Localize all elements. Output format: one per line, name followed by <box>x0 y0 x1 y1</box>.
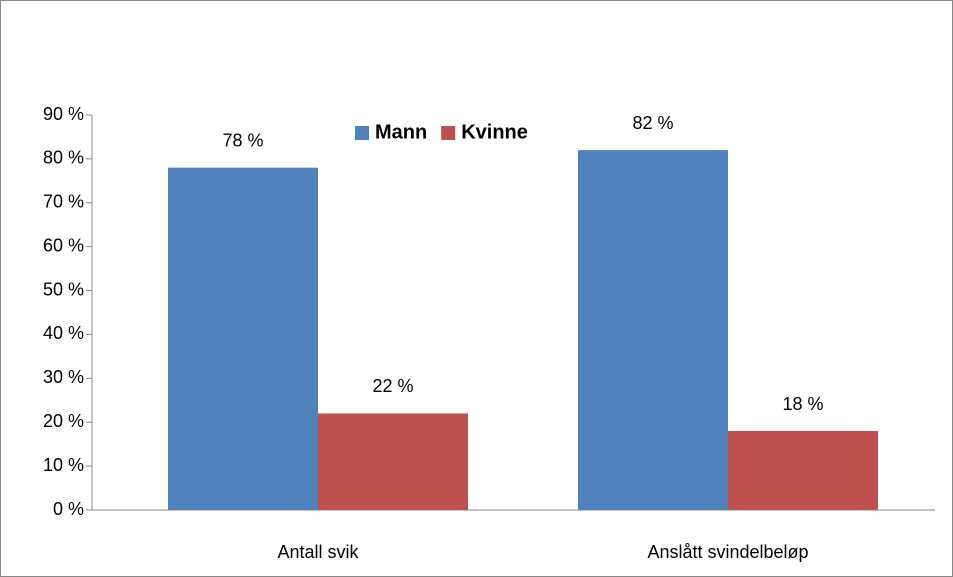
y-tick-label: 10 % <box>43 455 84 475</box>
y-tick-label: 0 % <box>53 499 84 519</box>
legend-label: Kvinne <box>461 121 528 143</box>
y-tick-label: 40 % <box>43 323 84 343</box>
bar <box>318 413 468 510</box>
y-tick-label: 70 % <box>43 192 84 212</box>
legend-label: Mann <box>375 121 427 143</box>
y-tick-label: 60 % <box>43 235 84 255</box>
bar <box>168 167 318 510</box>
y-tick-label: 80 % <box>43 148 84 168</box>
legend-swatch <box>441 126 456 140</box>
y-tick-label: 20 % <box>43 411 84 431</box>
value-label: 18 % <box>782 394 823 414</box>
x-tick-label: Antall svik <box>277 542 359 562</box>
y-tick-label: 30 % <box>43 367 84 387</box>
value-label: 22 % <box>372 376 413 396</box>
y-tick-label: 90 % <box>43 104 84 124</box>
value-label: 82 % <box>632 113 673 133</box>
bar <box>578 150 728 510</box>
legend-swatch <box>355 126 369 140</box>
x-tick-label: Anslått svindelbeløp <box>647 542 808 562</box>
value-label: 78 % <box>222 130 263 150</box>
y-tick-label: 50 % <box>43 279 84 299</box>
bar <box>728 431 878 510</box>
